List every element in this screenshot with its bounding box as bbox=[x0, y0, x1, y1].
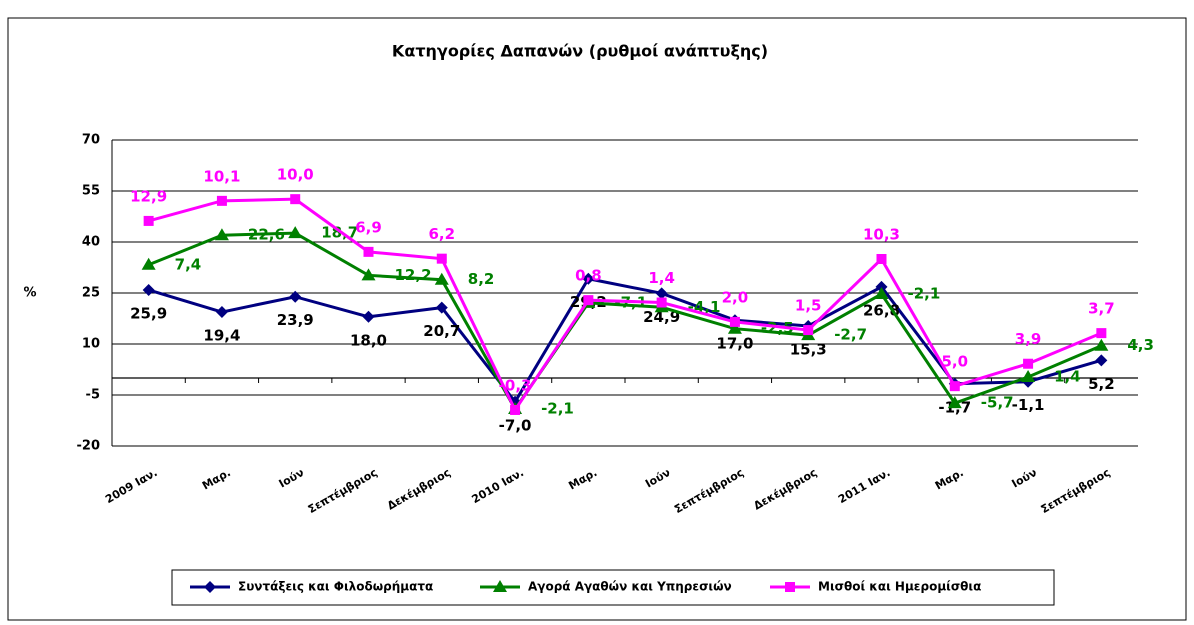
data-label: -2,1 bbox=[541, 399, 574, 417]
point-marker bbox=[1023, 358, 1034, 369]
data-label: 15,3 bbox=[790, 340, 827, 358]
data-label: -5,7 bbox=[981, 394, 1014, 412]
point-marker bbox=[875, 280, 888, 293]
data-label: 26,8 bbox=[863, 301, 900, 319]
point-marker bbox=[362, 310, 375, 323]
data-label: 22,6 bbox=[248, 226, 285, 244]
point-marker bbox=[1096, 328, 1107, 339]
point-marker bbox=[949, 381, 960, 392]
data-label: 1,4 bbox=[1054, 367, 1081, 385]
data-label: 18,0 bbox=[350, 331, 387, 349]
data-label: 8,2 bbox=[468, 270, 495, 288]
point-marker bbox=[216, 195, 227, 206]
series-line bbox=[148, 197, 1102, 413]
point-marker bbox=[729, 316, 740, 327]
data-label: 6,2 bbox=[428, 225, 455, 243]
data-label: 4,3 bbox=[1127, 336, 1154, 354]
data-label: 23,9 bbox=[277, 311, 314, 329]
point-marker bbox=[288, 226, 303, 239]
data-label: 3,7 bbox=[1088, 300, 1115, 318]
data-label: 7,4 bbox=[175, 255, 202, 273]
point-marker bbox=[803, 325, 814, 336]
point-marker bbox=[583, 295, 594, 306]
data-label: 10,1 bbox=[203, 167, 240, 185]
y-tick-label: 70 bbox=[82, 133, 100, 148]
data-label: -2,7 bbox=[834, 326, 867, 344]
data-label: 5,2 bbox=[1088, 375, 1115, 393]
point-marker bbox=[727, 321, 742, 334]
point-marker bbox=[510, 404, 521, 415]
point-marker bbox=[876, 254, 887, 264]
data-label: 24,9 bbox=[643, 308, 680, 326]
point-marker bbox=[656, 297, 667, 308]
point-marker bbox=[947, 396, 962, 409]
point-marker bbox=[655, 287, 668, 300]
data-label: 2,0 bbox=[722, 288, 749, 306]
point-marker bbox=[436, 253, 447, 264]
data-label: -0,3 bbox=[499, 376, 532, 394]
data-label: 6,9 bbox=[355, 218, 382, 236]
data-label: 1,4 bbox=[648, 269, 675, 287]
data-label: 5,0 bbox=[941, 353, 968, 371]
y-tick-label: -5 bbox=[86, 388, 100, 403]
point-marker bbox=[289, 290, 302, 303]
point-marker bbox=[363, 246, 374, 257]
point-marker bbox=[1095, 354, 1108, 367]
point-marker bbox=[143, 215, 154, 226]
data-label: 12,9 bbox=[130, 187, 167, 205]
data-label: 3,9 bbox=[1015, 330, 1042, 348]
data-label: 10,3 bbox=[863, 226, 900, 244]
legend-marker bbox=[493, 580, 507, 592]
data-label: 17,0 bbox=[716, 335, 753, 353]
y-tick-label: 10 bbox=[82, 337, 100, 352]
data-label: 12,2 bbox=[395, 266, 432, 284]
point-marker bbox=[1021, 369, 1036, 382]
chart-frame bbox=[7, 17, 1187, 621]
y-tick-label: 25 bbox=[82, 286, 100, 301]
data-label: -2,1 bbox=[908, 285, 941, 303]
data-label: 10,0 bbox=[277, 166, 314, 184]
y-tick-label: -20 bbox=[77, 439, 101, 454]
y-tick-label: 55 bbox=[82, 184, 100, 199]
point-marker bbox=[215, 306, 228, 319]
point-marker bbox=[435, 301, 448, 314]
legend-label: Συντάξεις και Φιλοδωρήματα bbox=[238, 580, 433, 594]
data-label: 19,4 bbox=[203, 327, 240, 345]
legend-marker bbox=[204, 581, 216, 593]
point-marker bbox=[214, 228, 229, 241]
data-label: 1,5 bbox=[795, 297, 822, 315]
point-marker bbox=[141, 257, 156, 270]
y-tick-label: 40 bbox=[82, 235, 100, 250]
legend-label: Μισθοί και Ημερομίσθια bbox=[818, 580, 981, 594]
point-marker bbox=[361, 268, 376, 281]
chart-title: Κατηγορίες Δαπανών (ρυθμοί ανάπτυξης) bbox=[392, 42, 768, 61]
series-line bbox=[148, 231, 1102, 412]
point-marker bbox=[142, 283, 155, 296]
point-marker bbox=[582, 272, 595, 285]
legend-box bbox=[171, 569, 1055, 606]
data-label: -7,0 bbox=[499, 416, 532, 434]
data-label: 20,7 bbox=[423, 322, 460, 340]
point-marker bbox=[290, 194, 301, 205]
data-label: -1,1 bbox=[1012, 396, 1045, 414]
data-label: -2,5 bbox=[761, 319, 794, 337]
point-marker bbox=[874, 287, 889, 300]
point-marker bbox=[1094, 338, 1109, 351]
data-label: 25,9 bbox=[130, 304, 167, 322]
point-marker bbox=[434, 272, 449, 285]
legend-label: Αγορά Αγαθών και Υπηρεσιών bbox=[528, 580, 732, 594]
data-label: 0,8 bbox=[575, 267, 602, 285]
legend-marker bbox=[785, 582, 795, 592]
y-axis-label: % bbox=[23, 286, 36, 301]
